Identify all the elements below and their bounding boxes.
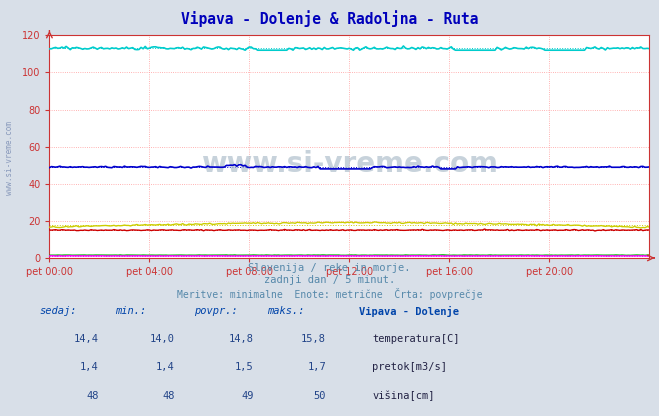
Text: www.si-vreme.com: www.si-vreme.com (5, 121, 14, 195)
Text: pretok[m3/s]: pretok[m3/s] (372, 362, 447, 372)
Text: Vipava - Dolenje: Vipava - Dolenje (359, 306, 459, 317)
Text: 14,4: 14,4 (74, 334, 99, 344)
Text: 1,4: 1,4 (156, 362, 175, 372)
Text: povpr.:: povpr.: (194, 306, 238, 316)
Text: 49: 49 (241, 391, 254, 401)
Text: 48: 48 (86, 391, 99, 401)
Text: zadnji dan / 5 minut.: zadnji dan / 5 minut. (264, 275, 395, 285)
Text: 1,4: 1,4 (80, 362, 99, 372)
Text: Meritve: minimalne  Enote: metrične  Črta: povprečje: Meritve: minimalne Enote: metrične Črta:… (177, 288, 482, 300)
Text: Slovenija / reke in morje.: Slovenija / reke in morje. (248, 263, 411, 273)
Text: 15,8: 15,8 (301, 334, 326, 344)
Text: www.si-vreme.com: www.si-vreme.com (201, 151, 498, 178)
Text: 48: 48 (162, 391, 175, 401)
Text: 1,5: 1,5 (235, 362, 254, 372)
Text: maks.:: maks.: (267, 306, 304, 316)
Text: min.:: min.: (115, 306, 146, 316)
Text: Vipava - Dolenje & Radoljna - Ruta: Vipava - Dolenje & Radoljna - Ruta (181, 10, 478, 27)
Text: 50: 50 (314, 391, 326, 401)
Text: višina[cm]: višina[cm] (372, 391, 435, 401)
Text: sedaj:: sedaj: (40, 306, 77, 316)
Text: 1,7: 1,7 (308, 362, 326, 372)
Text: 14,0: 14,0 (150, 334, 175, 344)
Text: 14,8: 14,8 (229, 334, 254, 344)
Text: temperatura[C]: temperatura[C] (372, 334, 460, 344)
